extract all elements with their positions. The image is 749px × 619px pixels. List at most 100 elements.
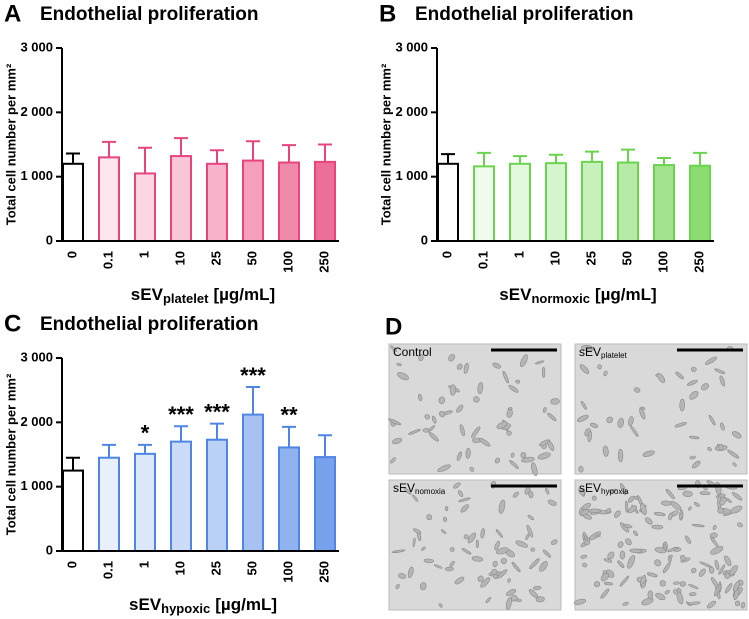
cell (628, 416, 634, 427)
cell (535, 596, 545, 603)
bar (242, 159, 264, 242)
cell (587, 508, 602, 513)
bar (314, 456, 336, 552)
cell (622, 523, 633, 529)
cell (670, 500, 682, 511)
cell (397, 371, 409, 381)
cell (654, 559, 662, 567)
cell (668, 512, 673, 521)
cell (439, 410, 445, 418)
cell (724, 583, 733, 594)
x-label-tail: [µg/mL] (213, 285, 275, 304)
x-tick-label: 250 (316, 251, 331, 273)
x-tick-label: 10 (172, 251, 187, 265)
error-bar (318, 434, 332, 458)
cell (529, 558, 540, 570)
cell (459, 424, 465, 437)
panel-label: C (4, 310, 21, 337)
x-tick-label: 0 (64, 251, 79, 258)
cell (659, 580, 666, 587)
x-label-sub: hypoxic (161, 601, 210, 616)
cell (640, 502, 647, 516)
cell (508, 384, 519, 393)
cell (391, 549, 406, 554)
x-tick-label: 0.1 (100, 251, 115, 269)
cell (691, 567, 697, 574)
x-tick-label: 50 (244, 251, 259, 265)
bar (509, 162, 531, 242)
error-bar (138, 443, 152, 454)
cell (622, 601, 629, 606)
significance: ** (280, 403, 298, 428)
cell (580, 400, 587, 410)
cell (480, 528, 485, 539)
cell (731, 431, 742, 439)
cell (444, 566, 454, 572)
cell (725, 497, 732, 503)
cell (515, 379, 521, 384)
cell (449, 384, 457, 396)
cell (421, 546, 426, 551)
cell (679, 581, 686, 587)
x-label-tail: [µg/mL] (215, 595, 277, 614)
cell (627, 495, 635, 503)
bar (689, 164, 711, 242)
error-bar (246, 140, 260, 161)
cell (690, 366, 697, 372)
cell (502, 370, 509, 384)
cell (603, 370, 608, 377)
cell (662, 562, 671, 574)
cell (674, 422, 687, 428)
cell (684, 535, 692, 544)
error-bar (66, 456, 80, 471)
cell (731, 492, 743, 501)
cell (595, 534, 601, 538)
error-bar (174, 425, 188, 442)
y-tick-label: 0 (46, 232, 53, 247)
x-label-tail: [µg/mL] (595, 285, 657, 304)
cell (530, 462, 538, 477)
cell (617, 541, 624, 548)
y-tick-label: 1 000 (20, 478, 53, 493)
panel-label: D (385, 313, 402, 340)
y-axis-label: Total cell number per mm² (3, 63, 18, 225)
cell (625, 500, 629, 513)
cell (617, 560, 625, 568)
bar (278, 161, 300, 242)
image-label-main: sEV (579, 481, 601, 495)
cell (471, 556, 484, 562)
cell (390, 345, 398, 352)
cell (710, 577, 719, 589)
cell (688, 435, 700, 440)
image-label: Control (393, 345, 432, 359)
cell (633, 530, 639, 536)
cell (456, 404, 464, 413)
x-tick-label: 25 (208, 251, 223, 265)
image-label-sub: platelet (601, 351, 628, 360)
cell (527, 514, 535, 521)
cell (407, 566, 414, 578)
cell (485, 597, 492, 604)
bar (98, 156, 120, 242)
error-bar (549, 153, 563, 164)
error-bar (174, 137, 188, 157)
cell (689, 455, 696, 460)
bar (278, 446, 300, 553)
cell (580, 554, 588, 559)
cell (577, 414, 589, 423)
cell (547, 412, 557, 421)
cell (550, 539, 558, 545)
cell (655, 592, 666, 601)
cell (642, 450, 655, 457)
bar (206, 438, 228, 553)
cell (506, 408, 513, 418)
error-bar (585, 150, 599, 162)
cell (494, 457, 501, 464)
cell (545, 487, 550, 495)
cell (413, 528, 422, 534)
chart-title: Endothelial proliferation (40, 4, 259, 25)
cell (706, 600, 717, 609)
cell (456, 451, 463, 462)
cell (701, 383, 709, 391)
cell (686, 379, 698, 386)
